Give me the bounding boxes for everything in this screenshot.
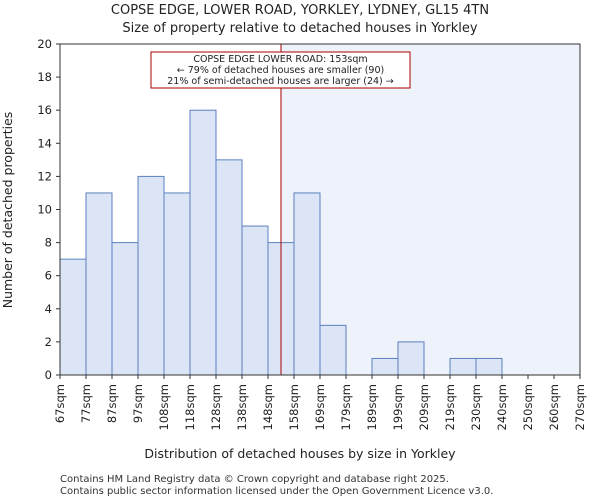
x-tick-label: 240sqm [495, 384, 509, 430]
x-tick-label: 118sqm [183, 384, 197, 430]
x-tick-label: 219sqm [443, 384, 457, 430]
x-axis-title: Distribution of detached houses by size … [144, 446, 456, 461]
y-tick-label: 8 [45, 236, 52, 250]
y-tick-label: 0 [45, 368, 52, 382]
bar-138sqm [241, 225, 269, 376]
footer-line-1: Contains HM Land Registry data © Crown c… [60, 474, 449, 485]
x-tick-label: 87sqm [105, 384, 119, 423]
x-tick-label: 128sqm [209, 384, 223, 430]
chart-subtitle: Size of property relative to detached ho… [122, 21, 477, 36]
annotation-line-3: 21% of semi-detached houses are larger (… [167, 76, 394, 87]
footer-line-2: Contains public sector information licen… [60, 486, 493, 497]
bar-219sqm [449, 357, 477, 376]
annotation-line-2: ← 79% of detached houses are smaller (90… [177, 65, 384, 76]
bar-199sqm [397, 341, 425, 376]
x-tick-label: 97sqm [131, 384, 145, 423]
x-tick-label: 199sqm [391, 384, 405, 430]
x-tick-label: 209sqm [417, 384, 431, 430]
bar-189sqm [371, 357, 399, 376]
x-tick-label: 270sqm [573, 384, 587, 430]
x-tick-label: 169sqm [313, 384, 327, 430]
x-tick-label: 250sqm [521, 384, 535, 430]
bar-158sqm [293, 192, 321, 376]
x-tick-label: 189sqm [365, 384, 379, 430]
larger-region-shade [281, 44, 580, 375]
bar-169sqm [319, 324, 347, 376]
y-tick-label: 6 [45, 269, 52, 283]
y-tick-label: 14 [37, 136, 52, 150]
y-tick-label: 12 [37, 169, 52, 183]
x-tick-label: 67sqm [53, 384, 67, 423]
bar-230sqm [475, 357, 503, 376]
y-tick-label: 16 [37, 103, 52, 117]
annotation-box [150, 51, 411, 89]
y-axis-title: Number of detached properties [0, 112, 15, 309]
bar-128sqm [215, 159, 243, 376]
y-tick-label: 20 [37, 37, 52, 51]
x-tick-label: 179sqm [339, 384, 353, 430]
x-tick-label: 158sqm [287, 384, 301, 430]
bar-67sqm [59, 258, 87, 376]
plot-area: 0 2 4 6 8 10 12 14 16 18 20 67sqm 77sqm 87sqm 97sqm 108… [37, 37, 587, 430]
bar-118sqm [189, 109, 217, 376]
bar-77sqm [85, 192, 113, 376]
bar-108sqm [163, 192, 191, 376]
x-tick-label: 77sqm [79, 384, 93, 423]
chart-title: COPSE EDGE, LOWER ROAD, YORKLEY, LYDNEY,… [111, 3, 489, 18]
annotation-line-1: COPSE EDGE LOWER ROAD: 153sqm [193, 54, 367, 65]
x-tick-label: 230sqm [469, 384, 483, 430]
bar-97sqm [137, 175, 165, 376]
x-tick-label: 260sqm [547, 384, 561, 430]
y-tick-label: 2 [45, 335, 52, 349]
x-tick-label: 108sqm [157, 384, 171, 430]
y-tick-label: 4 [45, 302, 52, 316]
x-tick-label: 148sqm [261, 384, 275, 430]
y-tick-label: 10 [37, 203, 52, 217]
x-tick-label: 138sqm [235, 384, 249, 430]
bar-87sqm [111, 242, 139, 376]
y-tick-label: 18 [37, 70, 52, 84]
